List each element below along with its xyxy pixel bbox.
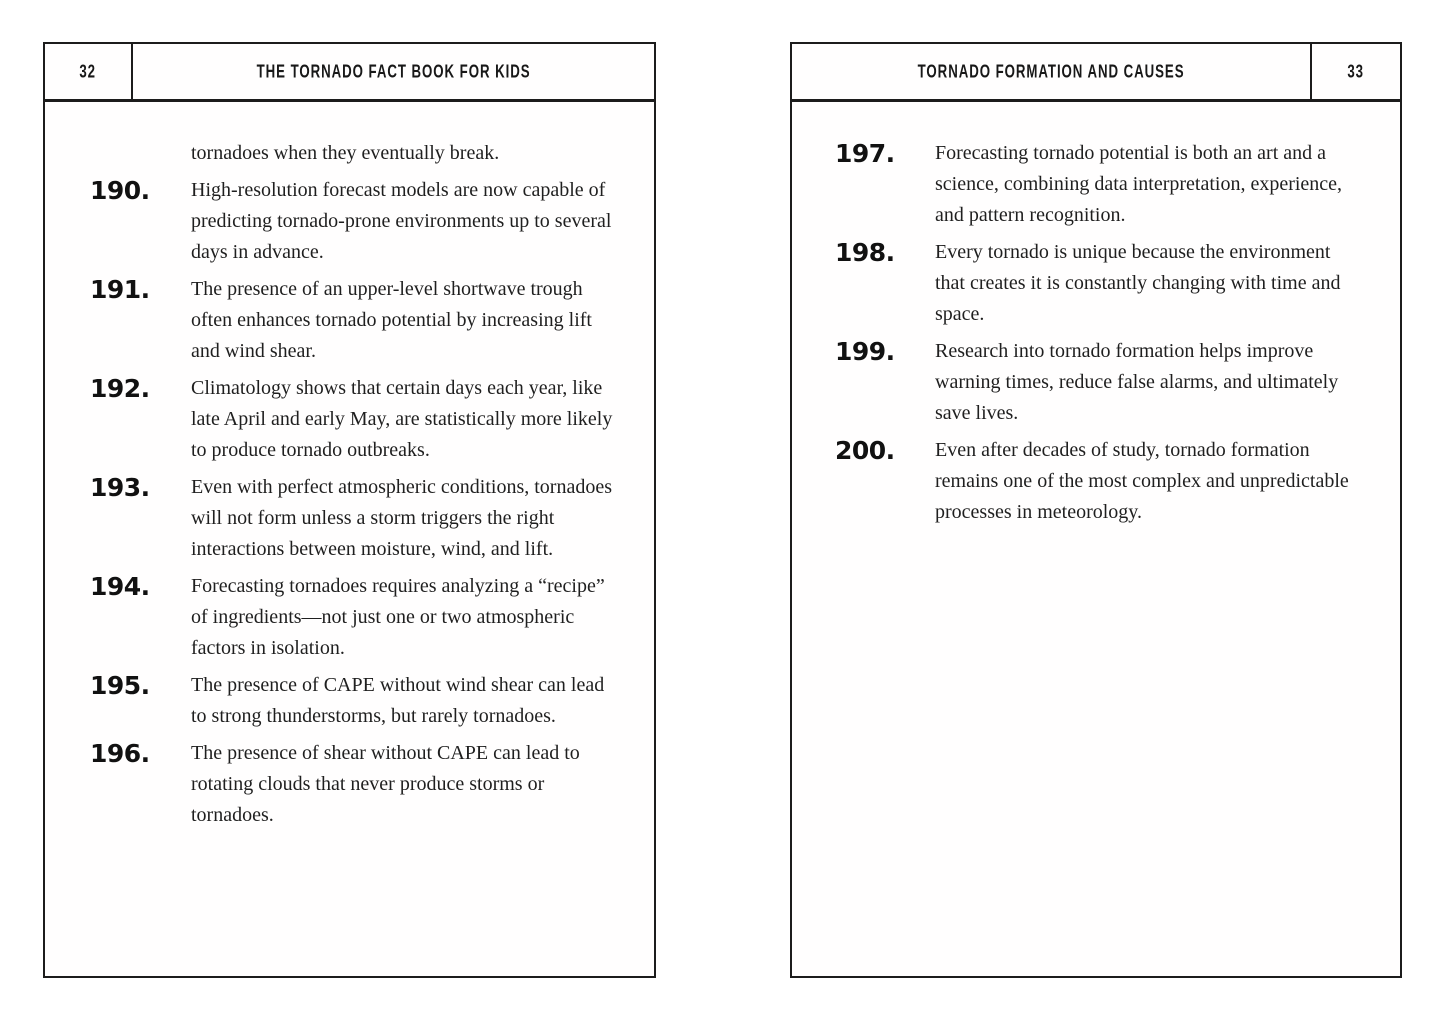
fact-text: Even with perfect atmospheric conditions…: [191, 476, 612, 560]
fact-number: 196.: [90, 739, 150, 768]
fact-row-194: 194. Forecasting tornadoes requires anal…: [90, 571, 634, 664]
running-head-cell-right: TORNADO FORMATION AND CAUSES: [792, 44, 1312, 99]
fact-row-200: 200. Even after decades of study, tornad…: [835, 435, 1380, 528]
fact-text: Forecasting tornadoes requires analyzing…: [191, 575, 605, 659]
fact-number: 200.: [835, 436, 895, 465]
page-number-right: 33: [1347, 60, 1365, 82]
running-head-cell-left: THE TORNADO FACT BOOK FOR KIDS: [133, 44, 654, 99]
fact-text: Even after decades of study, tornado for…: [935, 439, 1349, 523]
fact-text: High-resolution forecast models are now …: [191, 179, 612, 263]
running-head-left: THE TORNADO FACT BOOK FOR KIDS: [256, 60, 531, 82]
running-head-right: TORNADO FORMATION AND CAUSES: [917, 60, 1185, 82]
fact-row-193: 193. Even with perfect atmospheric condi…: [90, 472, 634, 565]
fact-row-195: 195. The presence of CAPE without wind s…: [90, 670, 634, 732]
fact-text: Every tornado is unique because the envi…: [935, 241, 1341, 325]
fact-row-199: 199. Research into tornado formation hel…: [835, 336, 1380, 429]
fact-row-192: 192. Climatology shows that certain days…: [90, 373, 634, 466]
page-header-right: TORNADO FORMATION AND CAUSES 33: [792, 44, 1400, 102]
fact-continuation-row: tornadoes when they eventually break.: [90, 138, 634, 169]
fact-number: 195.: [90, 671, 150, 700]
page-body-right: 197. Forecasting tornado potential is bo…: [792, 102, 1400, 976]
page-number-cell-left: 32: [45, 44, 133, 99]
fact-text: Climatology shows that certain days each…: [191, 377, 613, 461]
fact-number: 197.: [835, 139, 895, 168]
fact-text: The presence of an upper-level shortwave…: [191, 278, 592, 362]
page-number-cell-right: 33: [1312, 44, 1400, 99]
fact-row-197: 197. Forecasting tornado potential is bo…: [835, 138, 1380, 231]
page-header-left: 32 THE TORNADO FACT BOOK FOR KIDS: [45, 44, 654, 102]
fact-row-198: 198. Every tornado is unique because the…: [835, 237, 1380, 330]
fact-continuation-text: tornadoes when they eventually break.: [191, 142, 500, 164]
page-left: 32 THE TORNADO FACT BOOK FOR KIDS tornad…: [43, 42, 656, 978]
fact-row-196: 196. The presence of shear without CAPE …: [90, 738, 634, 831]
fact-number: 194.: [90, 572, 150, 601]
page-right: TORNADO FORMATION AND CAUSES 33 197. For…: [790, 42, 1402, 978]
fact-text: Forecasting tornado potential is both an…: [935, 142, 1343, 226]
fact-number: 191.: [90, 275, 150, 304]
fact-row-190: 190. High-resolution forecast models are…: [90, 175, 634, 268]
fact-number: 199.: [835, 337, 895, 366]
fact-number: 190.: [90, 176, 150, 205]
fact-row-191: 191. The presence of an upper-level shor…: [90, 274, 634, 367]
fact-text: The presence of CAPE without wind shear …: [191, 674, 605, 727]
fact-number: 192.: [90, 374, 150, 403]
page-number-left: 32: [79, 60, 97, 82]
fact-text: Research into tornado formation helps im…: [935, 340, 1339, 424]
fact-number: 193.: [90, 473, 150, 502]
page-body-left: tornadoes when they eventually break. 19…: [45, 102, 654, 976]
fact-number: 198.: [835, 238, 895, 267]
fact-text: The presence of shear without CAPE can l…: [191, 742, 580, 826]
